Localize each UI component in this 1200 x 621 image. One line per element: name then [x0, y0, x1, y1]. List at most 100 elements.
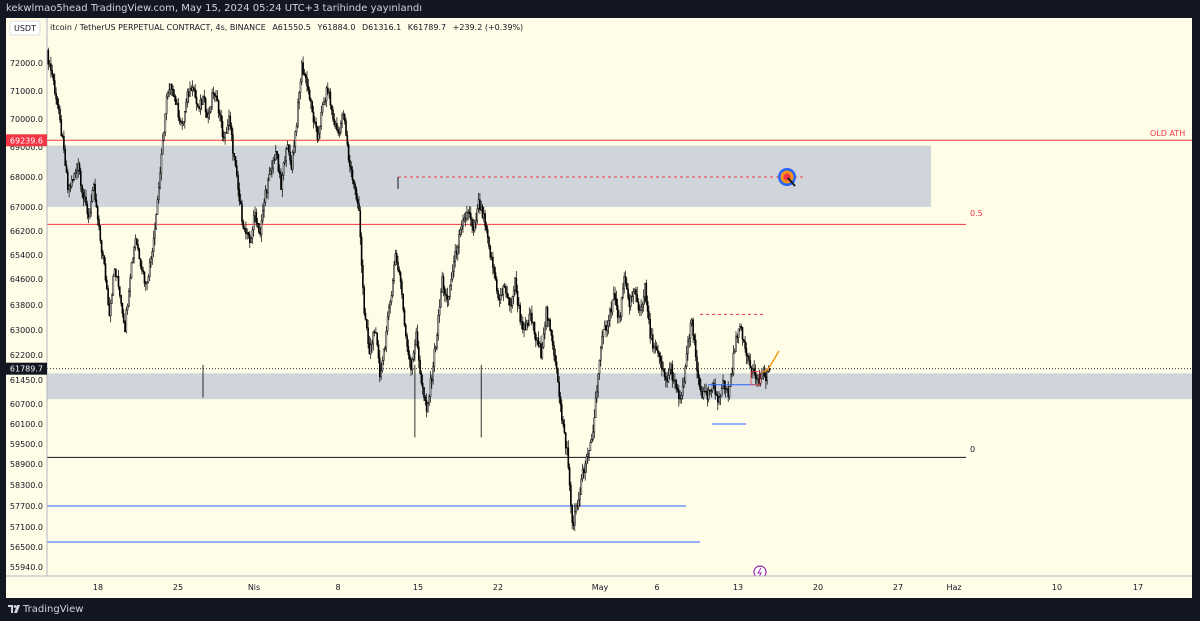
y-tick-label: 59500.0: [10, 440, 43, 449]
candle-body: [717, 395, 719, 403]
candle-body: [369, 344, 372, 355]
candle-body: [581, 469, 584, 480]
candle-body: [69, 184, 72, 187]
candle-body: [749, 360, 752, 369]
y-tick-label: 58900.0: [10, 460, 43, 469]
candle-body: [447, 296, 450, 300]
candle-body: [333, 118, 336, 125]
candle-body: [414, 344, 416, 354]
candle-body: [98, 219, 100, 227]
candle-body: [198, 105, 200, 110]
candle-body: [590, 438, 593, 443]
candle-body: [168, 89, 170, 94]
candle-body: [624, 276, 627, 284]
y-tick-label: 60700.0: [10, 400, 43, 409]
candle-body: [575, 505, 577, 512]
x-tick-label: 6: [654, 583, 659, 592]
candle-body: [143, 271, 146, 284]
candle-body: [626, 282, 628, 290]
candle-body: [576, 505, 579, 508]
candle-body: [303, 73, 306, 75]
candle-body: [100, 240, 103, 253]
candle-body: [223, 136, 225, 139]
y-tick-label: 56500.0: [10, 543, 43, 552]
candle-body: [597, 373, 600, 393]
open-label: A: [272, 23, 278, 32]
candle-body: [558, 382, 561, 397]
candle-body: [644, 282, 646, 298]
x-tick-label: Haz: [946, 583, 961, 592]
candle-body: [549, 319, 551, 331]
candle-body: [275, 151, 277, 160]
candle-body: [184, 110, 186, 122]
candle-body: [388, 306, 390, 317]
candle-body: [561, 404, 563, 421]
candle-body: [65, 165, 68, 173]
candle-body: [632, 291, 635, 297]
candle-body: [193, 87, 195, 90]
candle-body: [325, 87, 328, 102]
candle-body: [583, 469, 585, 474]
candle-body: [648, 310, 650, 320]
candle-body: [85, 196, 87, 205]
candle-body: [485, 225, 488, 230]
candle-body: [330, 104, 333, 111]
candle-body: [228, 115, 230, 126]
candle-body: [653, 346, 655, 349]
candle-body: [412, 352, 415, 360]
candle-body: [676, 387, 679, 391]
resistance-zone[interactable]: [47, 145, 931, 207]
x-tick-label: 20: [813, 583, 823, 592]
candle-body: [658, 352, 661, 357]
candle-body: [96, 206, 99, 220]
candle-body: [394, 253, 397, 266]
candle-body: [596, 391, 598, 399]
candle-body: [276, 151, 278, 155]
change-value: +239.2 (+0.39%): [453, 23, 524, 32]
candle-body: [649, 319, 652, 339]
support-zone[interactable]: [47, 373, 1192, 400]
candle-body: [693, 335, 696, 341]
candle-body: [692, 319, 694, 336]
candle-body: [434, 347, 437, 350]
candle-body: [607, 320, 610, 327]
candle-body: [629, 296, 632, 308]
candle-body: [277, 154, 280, 172]
candle-body: [273, 159, 276, 161]
candle-body: [519, 305, 522, 323]
candle-body: [719, 395, 722, 398]
candle-body: [718, 397, 720, 403]
candle-body: [57, 104, 60, 110]
candle-body: [263, 202, 265, 211]
candle-body: [234, 156, 237, 166]
currency-badge[interactable]: [9, 20, 41, 36]
candle-body: [342, 114, 345, 116]
candle-body: [310, 99, 312, 103]
candle-body: [551, 335, 554, 346]
candle-body: [159, 172, 161, 188]
candle-body: [503, 285, 506, 288]
candle-body: [384, 347, 386, 350]
old-ath-price-tag-label: 69239.6: [10, 136, 43, 145]
candle-body: [668, 368, 671, 376]
forecast-arrow[interactable]: [761, 350, 780, 373]
candle-body: [440, 291, 442, 308]
candle-body: [120, 295, 122, 304]
candle-body: [724, 388, 727, 390]
candle-body: [584, 463, 587, 474]
y-tick-label: 62200.0: [10, 351, 43, 360]
candle-body: [627, 288, 629, 298]
candle-body: [260, 220, 263, 235]
candle-body: [381, 360, 384, 371]
candle-body: [64, 149, 67, 166]
candle-body: [323, 101, 325, 105]
candle-body: [489, 246, 492, 258]
candle-body: [172, 88, 174, 96]
current-candle-box[interactable]: [750, 371, 761, 386]
candle-body: [93, 183, 95, 191]
candle-body: [386, 316, 389, 332]
candle-body: [312, 111, 315, 123]
candle-body: [87, 213, 90, 218]
candle-body: [748, 355, 750, 361]
